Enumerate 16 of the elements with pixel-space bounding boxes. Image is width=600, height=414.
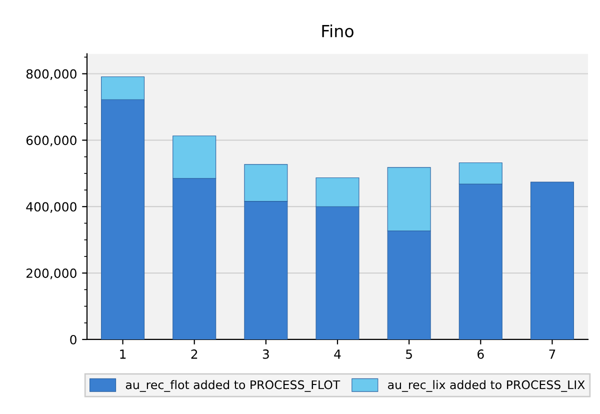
x-tick-label: 4 [334,350,341,359]
x-tick-label: 1 [120,350,126,359]
x-tick-label: 3 [262,349,269,359]
y-tick-label: 200,000 [26,268,76,280]
y-tick-label: 400,000 [26,202,76,213]
legend-label: au_rec_flot added to PROCESS_FLOT [126,380,340,392]
x-tick-label: 2 [191,349,198,359]
x-tick-label: 7 [549,350,556,359]
y-tick-label: 0 [70,334,76,344]
x-tick-label: 5 [406,350,412,359]
x-tick-label: 6 [478,349,484,359]
y-tick-label: 800,000 [26,69,76,80]
bar [530,182,574,340]
chart-title: Fino [322,24,354,38]
y-tick-label: 600,000 [26,136,76,146]
legend-label: au_rec_lix added to PROCESS_LIX [388,380,585,392]
